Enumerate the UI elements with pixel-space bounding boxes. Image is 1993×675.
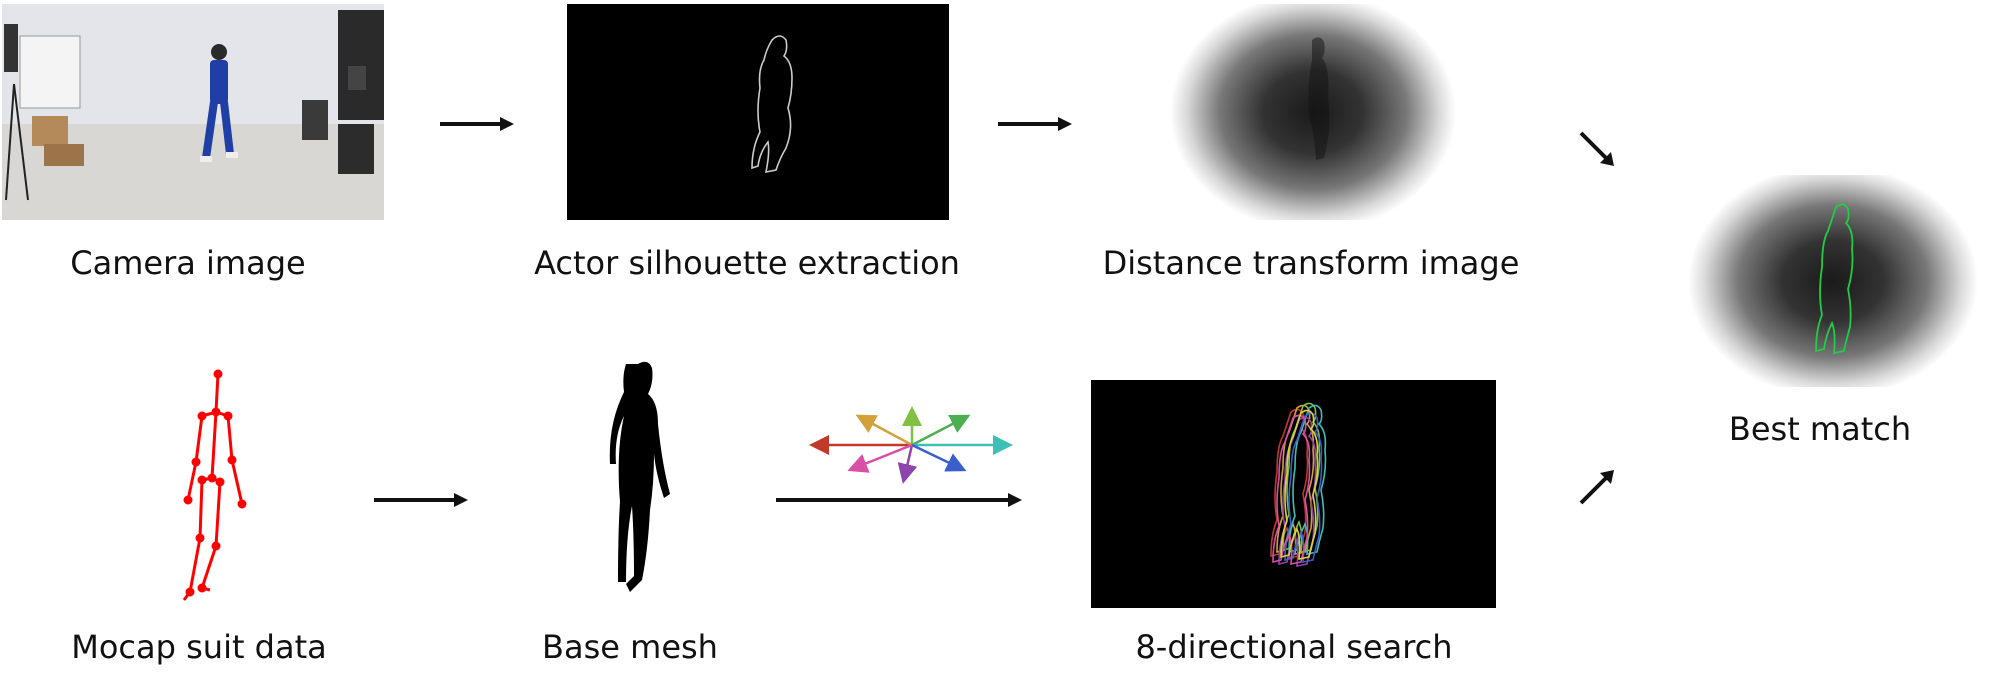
caption-base-mesh: Base mesh (542, 628, 718, 666)
caption-directional-search: 8-directional search (1135, 628, 1453, 666)
caption-camera-image: Camera image (70, 244, 306, 282)
best-match-image (1815, 203, 1854, 355)
right-arrow-icon (776, 493, 1022, 507)
right-arrow-icon (440, 117, 514, 131)
caption-mocap: Mocap suit data (71, 628, 327, 666)
distance-transform-panel (1170, 4, 1456, 220)
distance-transform-image (1308, 37, 1330, 160)
caption-silhouette: Actor silhouette extraction (534, 244, 960, 282)
camera-image-panel (2, 4, 384, 220)
mocap-skeleton-image (182, 369, 247, 601)
camera-scene-image (2, 4, 384, 220)
up-right-arrow-icon (1579, 470, 1614, 505)
right-arrow-icon (998, 117, 1072, 131)
right-arrow-icon (374, 493, 468, 507)
base-mesh-image (609, 361, 670, 592)
best-match-panel (1688, 175, 1978, 387)
caption-distance-transform: Distance transform image (1102, 244, 1520, 282)
down-right-arrow-icon (1579, 131, 1614, 166)
silhouette-outline-image (751, 35, 793, 174)
directional-search-image (1270, 402, 1327, 567)
eight-direction-icon (809, 406, 1013, 484)
caption-best-match: Best match (1728, 410, 1912, 448)
silhouette-panel (567, 4, 949, 220)
directional-search-panel (1091, 380, 1496, 608)
